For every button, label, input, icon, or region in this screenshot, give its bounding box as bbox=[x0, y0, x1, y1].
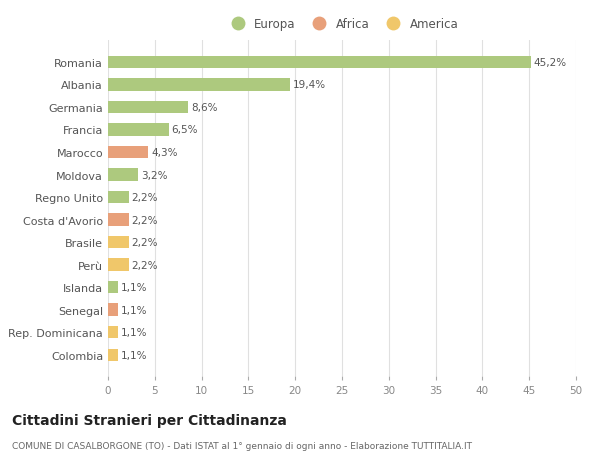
Text: 3,2%: 3,2% bbox=[141, 170, 167, 180]
Bar bbox=[108, 214, 128, 226]
Text: 19,4%: 19,4% bbox=[292, 80, 326, 90]
Bar bbox=[108, 191, 128, 204]
Bar bbox=[108, 146, 148, 159]
Bar bbox=[108, 304, 118, 316]
Text: 2,2%: 2,2% bbox=[131, 215, 158, 225]
Text: 4,3%: 4,3% bbox=[151, 148, 178, 157]
Text: 2,2%: 2,2% bbox=[131, 260, 158, 270]
Bar bbox=[108, 281, 118, 294]
Text: 2,2%: 2,2% bbox=[131, 238, 158, 247]
Bar bbox=[108, 101, 188, 114]
Text: 2,2%: 2,2% bbox=[131, 193, 158, 202]
Bar bbox=[108, 56, 531, 69]
Text: COMUNE DI CASALBORGONE (TO) - Dati ISTAT al 1° gennaio di ogni anno - Elaborazio: COMUNE DI CASALBORGONE (TO) - Dati ISTAT… bbox=[12, 441, 472, 450]
Text: 6,5%: 6,5% bbox=[172, 125, 198, 135]
Text: 8,6%: 8,6% bbox=[191, 103, 218, 112]
Bar bbox=[108, 79, 290, 91]
Bar bbox=[108, 326, 118, 339]
Bar bbox=[108, 349, 118, 361]
Bar bbox=[108, 124, 169, 136]
Text: 1,1%: 1,1% bbox=[121, 283, 148, 292]
Bar bbox=[108, 169, 138, 181]
Text: 1,1%: 1,1% bbox=[121, 328, 148, 337]
Text: 1,1%: 1,1% bbox=[121, 350, 148, 360]
Text: Cittadini Stranieri per Cittadinanza: Cittadini Stranieri per Cittadinanza bbox=[12, 413, 287, 427]
Bar bbox=[108, 259, 128, 271]
Legend: Europa, Africa, America: Europa, Africa, America bbox=[221, 14, 463, 36]
Bar bbox=[108, 236, 128, 249]
Text: 1,1%: 1,1% bbox=[121, 305, 148, 315]
Text: 45,2%: 45,2% bbox=[534, 58, 567, 68]
